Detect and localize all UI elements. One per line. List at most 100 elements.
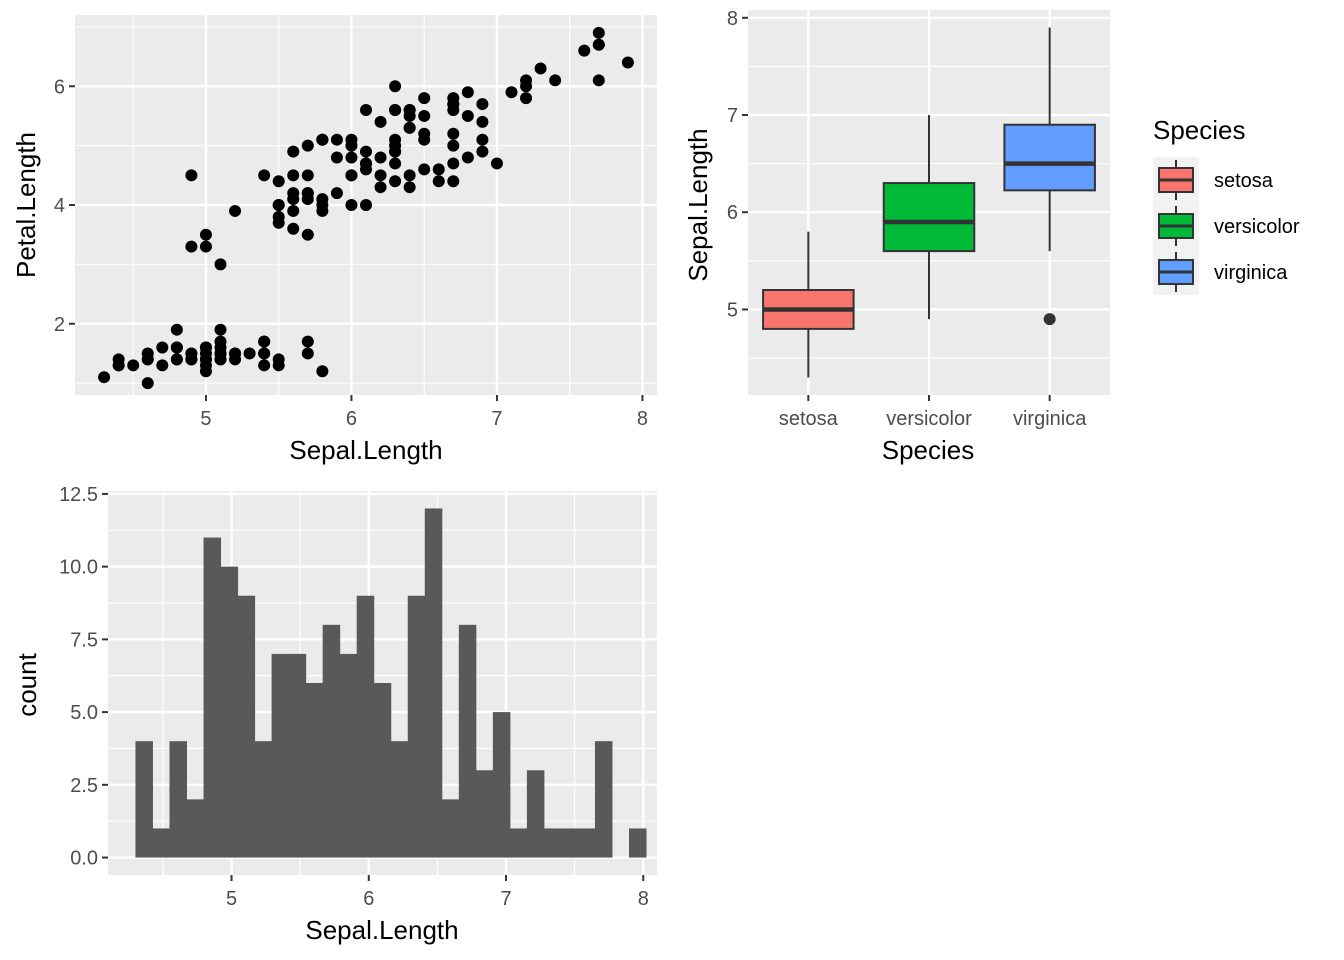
data-point [592,38,605,51]
data-point [578,44,591,57]
scatter-y-axis-title: Petal.Length [11,132,41,278]
data-point [214,258,227,271]
data-point [185,240,198,253]
histogram-bar [271,653,290,858]
data-point [258,169,271,182]
data-point [592,74,605,87]
data-point [490,157,503,170]
y-tick-label: 7 [727,105,738,127]
histogram-bar [339,653,358,858]
species-legend: Species setosa versicolor virginica [1153,115,1300,295]
legend-label: virginica [1214,262,1288,284]
data-point [592,26,605,39]
data-point [243,347,256,360]
legend-item-setosa: setosa [1153,157,1274,203]
histogram-bar [629,828,647,858]
box-virginica [1003,27,1096,326]
data-point [520,92,533,105]
data-point [258,335,271,348]
data-point [316,365,329,378]
x-tick-label: versicolor [886,408,972,430]
histogram-bar [288,653,307,858]
legend-items: setosa versicolor virginica [1153,157,1300,295]
data-point [170,353,183,366]
data-point [418,127,431,140]
histogram-bar [543,828,562,858]
data-point [316,133,329,146]
data-point [432,163,445,176]
x-tick-label: 5 [200,408,211,430]
y-tick-label: 6 [727,202,738,224]
box-setosa [762,231,855,378]
data-point [461,151,474,164]
histogram-bar [220,566,239,858]
histogram-bar [390,741,409,858]
data-point [447,175,460,188]
data-point [156,341,169,354]
data-point [360,145,372,158]
data-point [258,359,271,372]
data-point [505,86,518,99]
data-point [389,104,402,116]
data-point [199,341,212,354]
legend-label: versicolor [1214,216,1300,238]
histogram-bar [441,799,460,858]
data-point [272,359,285,372]
data-point [258,347,271,360]
y-tick-label: 12.5 [59,484,98,506]
x-tick-label: 6 [363,888,374,910]
histogram-bar [492,712,511,858]
histogram-bar [407,595,426,858]
data-point [199,240,212,253]
y-tick-label: 4 [54,195,65,217]
histogram-x-ticks: 5 6 7 8 [226,875,649,910]
data-point [287,169,300,182]
data-point [403,181,416,194]
data-point [432,175,445,188]
y-tick-label: 2.5 [70,775,98,797]
histogram-bar [152,828,170,858]
data-point [374,115,387,128]
data-point [301,139,314,152]
histogram-bar [322,624,341,858]
data-point [476,145,489,158]
legend-item-virginica: virginica [1153,249,1288,295]
histogram-bar [458,624,477,858]
data-point [287,187,300,200]
data-point [418,163,431,176]
data-point [98,371,111,384]
histogram-bar [135,741,153,858]
scatter-panel: 5 6 7 8 2 4 6 Sepal.Length Petal.Length [11,15,657,465]
histogram-bar [254,741,273,858]
scatter-x-ticks: 5 6 7 8 [200,395,648,430]
histogram-x-axis-title: Sepal.Length [305,915,458,945]
scatter-points [98,26,634,390]
histogram-bar [526,770,545,858]
data-point [112,359,125,372]
y-tick-label: 5.0 [70,702,98,724]
histogram-y-ticks: 0.0 2.5 5.0 7.5 10.0 12.5 [59,484,108,870]
y-tick-label: 5 [727,299,738,321]
boxplot-x-axis-title: Species [882,435,975,465]
data-point [360,163,372,176]
data-point [447,139,460,152]
data-point [345,151,358,164]
data-point [389,157,402,170]
histogram-bar [509,828,528,858]
data-point [272,175,285,188]
x-tick-label: 7 [491,408,502,430]
data-point [549,74,562,87]
data-point [272,199,285,211]
y-tick-label: 0.0 [70,848,98,870]
data-point [301,347,314,360]
data-point [418,109,431,122]
data-point [621,56,634,69]
data-point [141,353,154,366]
scatter-x-axis-title: Sepal.Length [289,435,442,465]
data-point [301,335,314,348]
y-tick-label: 8 [727,8,738,30]
histogram-bar [475,770,494,858]
data-point [360,199,372,211]
data-point [447,98,460,111]
